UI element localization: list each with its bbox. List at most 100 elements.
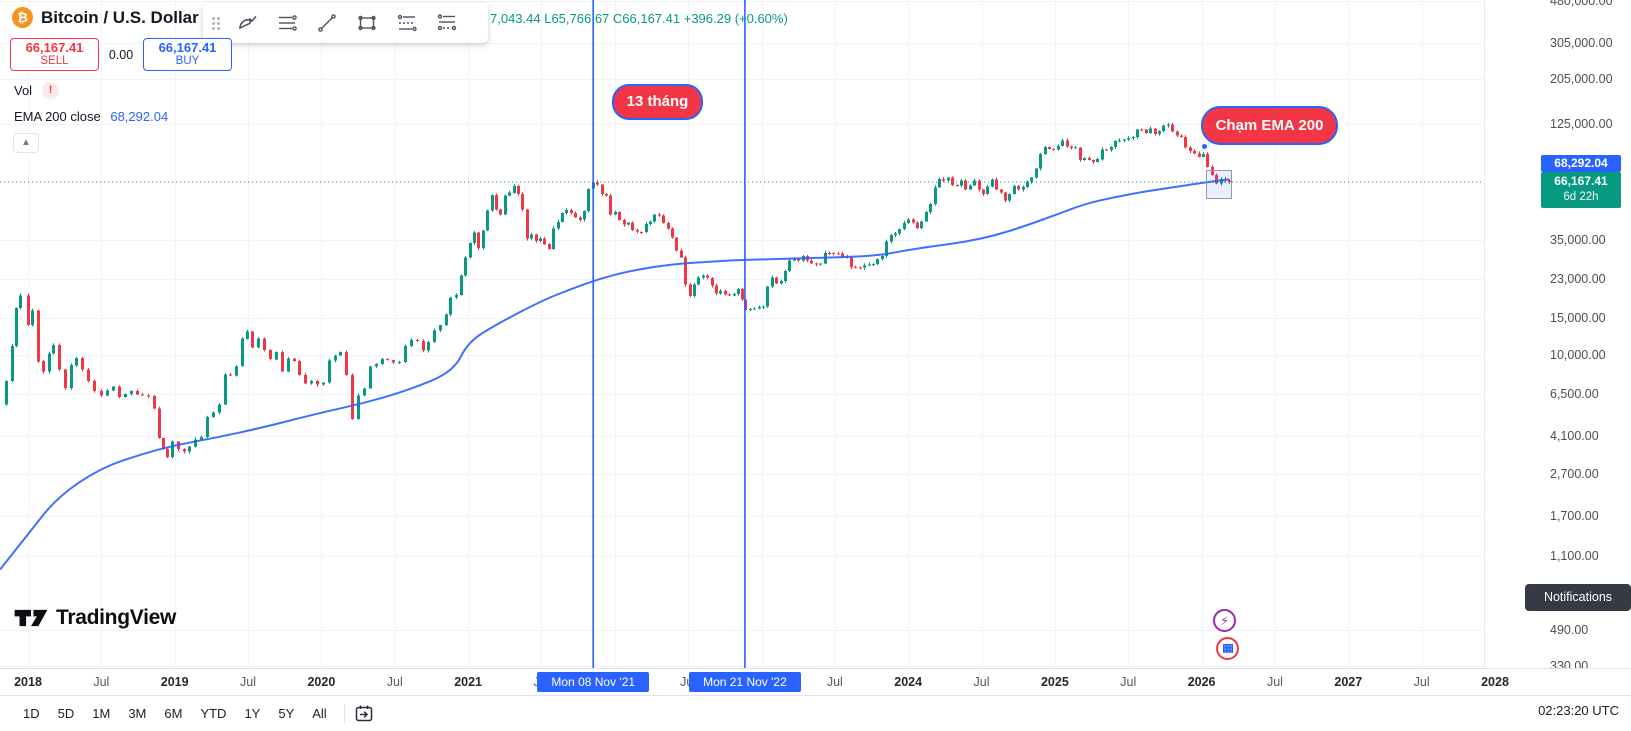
candle: [925, 211, 928, 222]
event-economic-icon[interactable]: [1216, 637, 1239, 660]
candle: [579, 216, 582, 222]
candle: [118, 385, 121, 399]
candle: [1083, 157, 1086, 161]
trade-panel: 66,167.41 SELL 0.00 66,167.41 BUY: [10, 38, 232, 71]
candle: [499, 208, 502, 216]
price-axis-label: 15,000.00: [1550, 310, 1606, 325]
candle: [741, 287, 744, 301]
candle: [218, 403, 221, 415]
time-axis[interactable]: 2018Jul2019Jul2020Jul2021Jul2022Jul2023J…: [0, 668, 1631, 695]
candle: [693, 283, 696, 298]
price-axis-label: 35,000.00: [1550, 233, 1606, 248]
candle: [1118, 138, 1121, 143]
time-axis-label: Jul: [93, 675, 110, 689]
candle: [596, 180, 599, 186]
range-button-1d[interactable]: 1D: [23, 706, 40, 721]
candle: [316, 379, 319, 387]
candle: [147, 393, 150, 398]
annotation-cham-ema-200[interactable]: Chạm EMA 200: [1201, 106, 1338, 145]
range-button-ytd[interactable]: YTD: [200, 706, 227, 721]
bottom-toolbar: 1D 5D 1M 3M 6M YTD 1Y 5Y All: [0, 695, 1631, 731]
candle: [601, 184, 604, 196]
candle: [521, 192, 524, 212]
ema-legend-row[interactable]: EMA 200 close 68,292.04: [14, 109, 168, 124]
drawing-anchor-dot[interactable]: [1202, 144, 1207, 149]
candle-selection-box[interactable]: [1206, 170, 1232, 199]
annotation-13-thang[interactable]: 13 tháng: [612, 84, 703, 120]
candle: [623, 218, 626, 227]
rectangle-tool-icon[interactable]: [347, 6, 387, 40]
buy-button[interactable]: 66,167.41 BUY: [143, 38, 232, 71]
candle: [706, 274, 709, 280]
price-axis-label: 305,000.00: [1550, 35, 1613, 50]
toolbar-drag-handle-icon[interactable]: [209, 17, 223, 29]
volume-legend-row[interactable]: Vol !: [14, 82, 60, 99]
candle: [658, 212, 661, 217]
candle: [194, 437, 197, 448]
price-axis[interactable]: 68,292.04 66,167.41 6d 22h 480,000.00 305…: [1484, 0, 1631, 673]
symbol-title[interactable]: Bitcoin / U.S. Dollar: [41, 7, 199, 27]
candle: [1189, 146, 1192, 154]
candle: [1026, 180, 1029, 188]
brush-tool-icon[interactable]: [227, 6, 267, 40]
candle: [890, 233, 893, 244]
buy-label: BUY: [175, 55, 200, 67]
candle: [369, 365, 372, 389]
fib-extension-tool-icon[interactable]: [427, 6, 467, 40]
candle: [583, 210, 586, 222]
notifications-tooltip: Notifications: [1525, 584, 1631, 611]
candle: [1176, 130, 1179, 137]
candle: [183, 448, 186, 454]
symbol-header: ₿ Bitcoin / U.S. Dollar: [12, 7, 199, 28]
candle: [680, 248, 683, 258]
fib-retracement-tool-icon[interactable]: [387, 6, 427, 40]
candle: [964, 179, 967, 191]
chart-canvas[interactable]: [0, 0, 1484, 668]
candle: [293, 357, 296, 362]
event-lightning-icon[interactable]: ⚡: [1213, 609, 1236, 632]
candle: [188, 446, 191, 454]
horizontal-lines-tool-icon[interactable]: [267, 6, 307, 40]
candle: [724, 289, 727, 296]
tradingview-attribution[interactable]: TradingView: [13, 604, 176, 632]
candle: [513, 183, 516, 194]
candle: [986, 185, 989, 195]
candle: [828, 251, 831, 256]
candle: [618, 211, 621, 221]
sell-button[interactable]: 66,167.41 SELL: [10, 38, 99, 71]
candle: [689, 283, 692, 297]
time-axis-label: 2026: [1187, 675, 1216, 689]
candle: [543, 236, 546, 245]
bitcoin-logo-icon: ₿: [12, 7, 33, 28]
candle: [106, 389, 109, 396]
trend-line-tool-icon[interactable]: [307, 6, 347, 40]
range-button-6m[interactable]: 6M: [164, 706, 183, 721]
range-button-1y[interactable]: 1Y: [244, 706, 261, 721]
candle: [1048, 146, 1051, 150]
range-button-5y[interactable]: 5Y: [278, 706, 295, 721]
range-button-5d[interactable]: 5D: [57, 706, 75, 721]
candle: [130, 390, 133, 396]
go-to-date-calendar-icon[interactable]: [353, 703, 375, 725]
candle: [728, 293, 731, 297]
tradingview-logo-text: TradingView: [56, 606, 177, 629]
last-price-value: 66,167.41: [1554, 174, 1608, 188]
range-button-all[interactable]: All: [312, 706, 327, 721]
legend-collapse-button[interactable]: ▲: [13, 133, 39, 153]
range-button-1m[interactable]: 1M: [92, 706, 111, 721]
bar-countdown: 6d 22h: [1563, 191, 1599, 203]
clock-utc[interactable]: 02:23:20 UTC: [1538, 703, 1619, 718]
range-button-3m[interactable]: 3M: [128, 706, 147, 721]
time-axis-label: 2021: [454, 675, 482, 689]
candle: [445, 313, 448, 327]
volume-warning-icon[interactable]: !: [42, 82, 60, 99]
candle: [587, 188, 590, 213]
candle: [422, 339, 425, 353]
candle: [19, 293, 22, 310]
candle: [212, 411, 215, 419]
candle: [15, 307, 18, 348]
candle: [31, 308, 34, 327]
candle: [58, 343, 61, 371]
candle: [671, 227, 674, 239]
ema-200-line[interactable]: [0, 178, 1230, 571]
